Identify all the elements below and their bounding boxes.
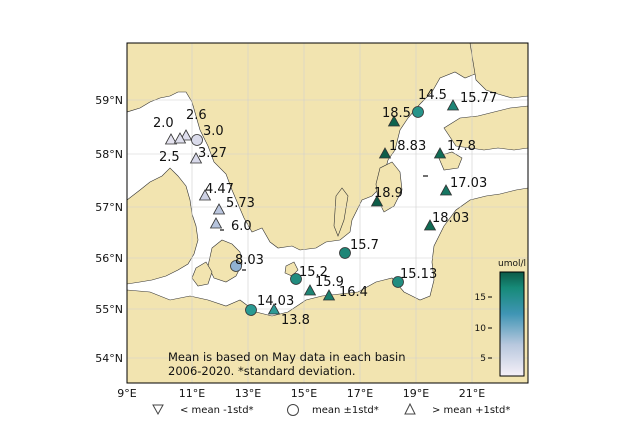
map-frame [126,42,529,384]
x-axis-ticks: 9°E 11°E 13°E 15°E 17°E 19°E 21°E [117,387,485,400]
station-value-label: 15.2 [299,265,328,280]
colorbar-unit: umol/l [498,259,526,269]
station-value-label: 6.0 [231,219,252,234]
stations-layer: 2.0 2.63.0 2.5 3.27 4.475.73 6.0 8.03 14.03 13.8… [153,88,497,328]
station-triangle-marker [370,195,384,207]
colorbar-tick: 15 [475,293,486,303]
y-axis-ticks: 54°N 55°N 56°N 57°N 58°N 59°N [95,94,123,365]
station-triangle-marker [212,203,226,215]
southern-coast-land [127,187,528,383]
station-circle-marker [339,247,351,259]
colorbar-tick: 5 [480,354,486,364]
station-triangle-marker [173,132,187,144]
station-circle-marker [245,304,257,316]
station-value-label: 18.9 [374,186,403,201]
estonia-land [443,105,528,151]
bornholm-land [284,261,299,277]
y-tick-label: 57°N [95,201,123,214]
x-tick-label: 19°E [403,387,429,400]
note-line-2: 2006-2020. *standard deviation. [168,364,356,378]
jutland-land [127,167,199,285]
gotland-land [375,161,403,213]
colorbar-scale [499,271,525,377]
marker-legend: < mean -1std* mean ±1std* > mean +1std* [152,402,510,416]
station-value-label: 15.77 [460,91,497,106]
legend-mean-label: mean ±1std* [312,405,379,416]
triangle-down-icon [152,404,164,416]
station-triangle-marker [423,219,437,231]
y-tick-label: 55°N [95,303,123,316]
note-line-1: Mean is based on May data in each basin [168,350,406,364]
scandinavia-land [127,43,528,251]
station-circle-marker [392,276,404,288]
station-value-label: 13.8 [281,313,310,328]
x-tick-label: 11°E [179,387,205,400]
x-tick-label: 9°E [117,387,136,400]
legend-below-label: < mean -1std* [180,405,254,416]
station-triangle-marker [322,289,336,301]
station-value-label: 4.47 [205,182,234,197]
y-tick-label: 59°N [95,94,123,107]
graticule [127,43,528,383]
station-triangle-marker [267,303,281,315]
colorbar: umol/l 15 10 5 [475,259,526,377]
station-triangle-marker [189,152,203,164]
station-value-label: 17.8 [447,139,476,154]
legend-above-label: > mean +1std* [432,405,510,416]
y-tick-label: 58°N [95,148,123,161]
station-value-label: 3.27 [198,146,227,161]
x-tick-label: 17°E [347,387,373,400]
station-value-label: 2.5 [159,150,180,165]
station-value-label: 16.4 [339,285,368,300]
station-triangle-marker [439,184,453,196]
station-value-label: 18.03 [432,211,469,226]
finland-land [469,43,528,99]
station-value-label: 3.0 [203,124,224,139]
x-tick-label: 15°E [291,387,317,400]
station-circle-marker [230,260,242,272]
dash-marks [220,175,428,271]
colorbar-tick: 10 [475,324,487,334]
station-circle-marker [412,106,424,118]
station-circle-marker [191,134,203,146]
station-triangle-marker [164,133,178,145]
station-triangle-marker [387,115,401,127]
triangle-up-icon [404,402,416,415]
station-value-label: 18.5 [382,106,411,121]
station-value-label: 15.7 [350,238,379,253]
station-value-label: 15.13 [400,267,437,282]
station-triangle-marker [209,217,223,229]
x-tick-label: 21°E [459,387,485,400]
station-value-label: 18.83 [389,139,426,154]
station-triangle-marker [198,189,212,201]
station-value-label: 15.9 [315,275,344,290]
station-triangle-marker [179,129,193,141]
station-triangle-marker [433,147,447,159]
land-layer [127,43,528,383]
station-triangle-marker [446,99,460,111]
station-circle-marker [290,273,302,285]
station-triangle-marker [303,284,317,296]
station-value-label: 8.03 [235,253,264,268]
y-tick-label: 56°N [95,252,123,265]
station-value-label: 2.0 [153,116,174,131]
x-tick-label: 13°E [235,387,261,400]
oland-land [333,187,349,237]
station-value-label: 2.6 [186,108,207,123]
station-value-label: 14.03 [257,294,294,309]
circle-icon [287,404,299,416]
station-value-label: 5.73 [226,196,255,211]
station-value-label: 17.03 [450,176,487,191]
y-tick-label: 54°N [95,352,123,365]
station-triangle-marker [378,147,392,159]
station-value-label: 14.5 [418,88,447,103]
